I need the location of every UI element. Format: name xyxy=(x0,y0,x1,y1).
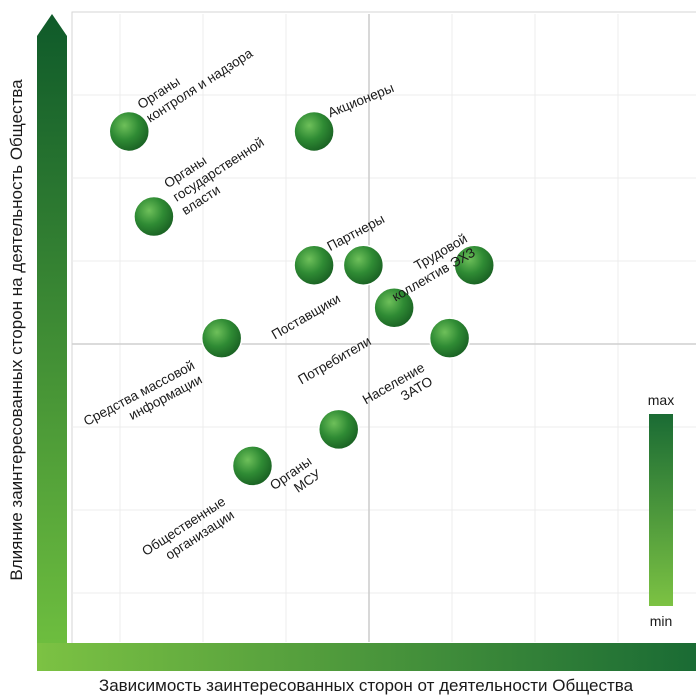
data-point-label: Органыконтроля и надзора xyxy=(135,32,256,126)
data-point-bubble xyxy=(453,244,495,286)
data-point-bubble xyxy=(231,445,274,487)
data-point-bubble xyxy=(108,110,151,153)
data-point-label: Органыгосударственнойвласти xyxy=(161,121,275,218)
data-point-label: ОрганыМСУ xyxy=(267,453,324,506)
legend-min-label: min xyxy=(650,613,673,629)
data-points: Органыконтроля и надзораОрганыгосударств… xyxy=(81,32,495,572)
legend-max-label: max xyxy=(648,392,674,408)
data-point-label: Поставщики xyxy=(269,291,343,342)
y-axis-title: Влияние заинтересованных сторон на деяте… xyxy=(7,79,26,581)
legend-gradient-bar xyxy=(649,414,673,606)
data-point-label: Потребители xyxy=(295,333,373,387)
data-point-bubble xyxy=(342,244,385,286)
data-point-bubble xyxy=(293,244,335,286)
x-axis-arrow xyxy=(37,643,696,671)
data-point-bubble xyxy=(133,195,175,238)
data-point-bubble xyxy=(317,408,360,451)
data-point-label: Средства массовойинформации xyxy=(81,358,205,443)
data-point-bubble xyxy=(428,317,471,359)
y-axis-arrow xyxy=(37,14,67,655)
data-point-bubble xyxy=(373,287,415,329)
data-point-label: НаселениеЗАТО xyxy=(360,360,435,421)
data-point-label: Акционеры xyxy=(326,80,396,120)
x-axis-title: Зависимость заинтересованных сторон от д… xyxy=(99,676,634,695)
legend: max min xyxy=(648,392,674,629)
data-point-bubble xyxy=(293,110,335,153)
data-point-label: Общественныеорганизации xyxy=(139,494,237,572)
data-point-bubble xyxy=(200,317,243,359)
